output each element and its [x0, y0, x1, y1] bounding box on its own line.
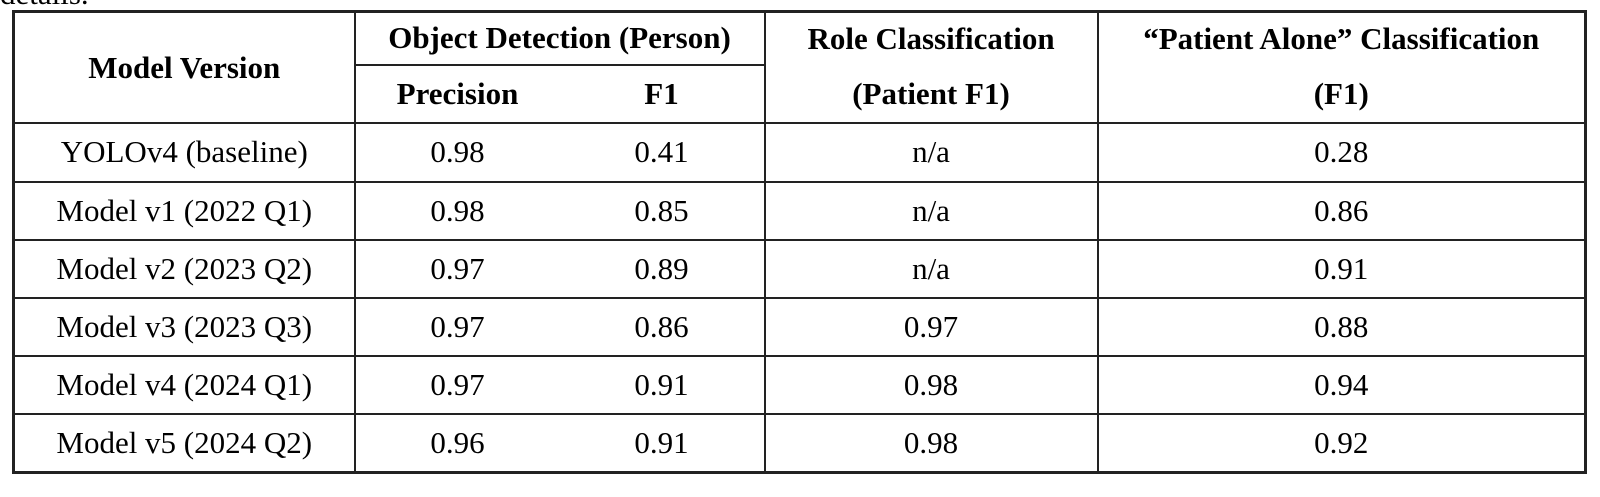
cell-role-f1-value: 0.98	[763, 413, 1099, 474]
cell-role-f1-value: n/a	[763, 122, 1099, 183]
cell-patient-alone-f1-value: 0.94	[1096, 355, 1587, 416]
header-cell-model-version: Model Version	[12, 10, 356, 125]
cell-f1-value: 0.86	[634, 309, 689, 345]
cell-f1-value: 0.91	[634, 425, 689, 461]
model-performance-table: Model Version Object Detection (Person) …	[12, 10, 1587, 474]
header-row-1: Model Version Object Detection (Person) …	[12, 10, 1587, 125]
header-role-classification-line1: Role Classification	[807, 21, 1055, 57]
cell-model-name: Model v2 (2023 Q2)	[12, 238, 356, 299]
cell-patient-alone-f1-value: 0.92	[1096, 413, 1587, 474]
cell-model-name: Model v5 (2024 Q2)	[12, 413, 356, 474]
precision-f1-split: 0.97 0.86	[356, 309, 764, 345]
table-row: Model v5 (2024 Q2) 0.96 0.91 0.98 0.92	[12, 413, 1587, 474]
cell-precision-value: 0.97	[430, 367, 485, 403]
cell-detection-scores: 0.98 0.85	[353, 180, 766, 241]
cell-precision-value: 0.98	[430, 192, 485, 228]
precision-f1-split: 0.98 0.85	[356, 193, 764, 229]
header-patient-alone-line2: (F1)	[1313, 75, 1369, 111]
cell-detection-scores: 0.98 0.41	[353, 122, 766, 183]
clipped-paragraph-fragment: details.	[0, 0, 240, 9]
header-role-classification-line2: (Patient F1)	[852, 75, 1010, 111]
precision-f1-split: 0.96 0.91	[356, 425, 764, 461]
cell-patient-alone-f1-value: 0.28	[1096, 122, 1587, 183]
precision-f1-split: 0.98 0.41	[356, 134, 764, 170]
header-cell-object-detection: Object Detection (Person)	[353, 10, 766, 66]
cell-role-f1-value: 0.98	[763, 355, 1099, 416]
cell-detection-scores: 0.97 0.91	[353, 355, 766, 416]
cell-role-f1-value: n/a	[763, 238, 1099, 299]
cell-precision-value: 0.97	[430, 309, 485, 345]
table-row: Model v4 (2024 Q1) 0.97 0.91 0.98 0.94	[12, 355, 1587, 416]
header-object-detection-label: Object Detection (Person)	[388, 20, 731, 56]
cell-precision-value: 0.96	[430, 425, 485, 461]
cell-model-name: YOLOv4 (baseline)	[12, 122, 356, 183]
cell-detection-scores: 0.97 0.89	[353, 238, 766, 299]
cell-f1-value: 0.91	[634, 367, 689, 403]
cell-model-name: Model v4 (2024 Q1)	[12, 355, 356, 416]
cell-patient-alone-f1-value: 0.88	[1096, 296, 1587, 358]
cell-f1-value: 0.89	[634, 250, 689, 286]
table-row: YOLOv4 (baseline) 0.98 0.41 n/a 0.28	[12, 122, 1587, 183]
table-row: Model v1 (2022 Q1) 0.98 0.85 n/a 0.86	[12, 180, 1587, 241]
header-patient-alone-line1: “Patient Alone” Classification	[1143, 21, 1540, 57]
header-cell-patient-alone: “Patient Alone” Classification (F1)	[1096, 10, 1587, 125]
cell-detection-scores: 0.96 0.91	[353, 413, 766, 474]
header-row-2: Precision F1	[14, 63, 1586, 125]
cell-precision-value: 0.98	[430, 134, 485, 170]
table-row: Model v2 (2023 Q2) 0.97 0.89 n/a 0.91	[12, 238, 1587, 299]
cell-f1-value: 0.85	[634, 192, 689, 228]
precision-f1-split: 0.97 0.89	[356, 251, 764, 287]
cell-patient-alone-f1-value: 0.91	[1096, 238, 1587, 299]
table-row: Model v3 (2023 Q3) 0.97 0.86 0.97 0.88	[12, 296, 1587, 358]
header-cell-role-classification: Role Classification (Patient F1)	[763, 10, 1099, 125]
header-f1-label: F1	[644, 76, 679, 112]
cell-role-f1-value: 0.97	[763, 296, 1099, 358]
header-cell-precision-f1: Precision F1	[353, 63, 766, 125]
precision-f1-split: Precision F1	[356, 76, 764, 112]
cell-role-f1-value: n/a	[763, 180, 1099, 241]
header-precision-label: Precision	[396, 76, 519, 112]
cell-model-name: Model v1 (2022 Q1)	[12, 180, 356, 241]
cell-f1-value: 0.41	[634, 134, 689, 170]
precision-f1-split: 0.97 0.91	[356, 367, 764, 403]
cell-patient-alone-f1-value: 0.86	[1096, 180, 1587, 241]
cell-precision-value: 0.97	[430, 250, 485, 286]
cell-model-name: Model v3 (2023 Q3)	[12, 296, 356, 358]
cell-detection-scores: 0.97 0.86	[353, 296, 766, 358]
header-model-version-label: Model Version	[88, 49, 281, 85]
clipped-paragraph-text: details.	[0, 0, 89, 9]
